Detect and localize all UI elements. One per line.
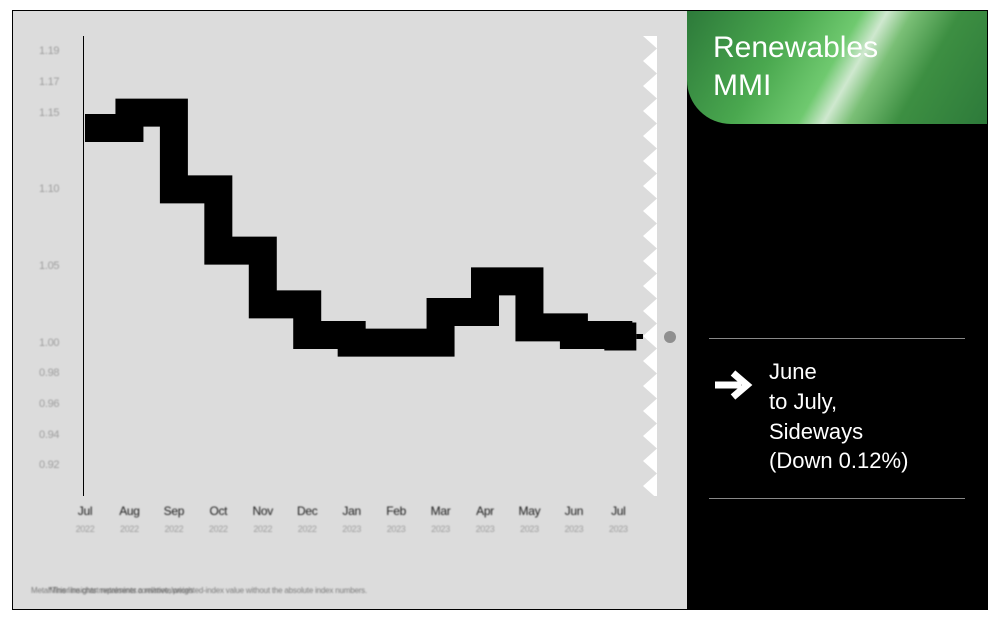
chart-frame: 0.92 0.94 0.96 0.98 1.00 1.05 1.10 1.15 1.17 1.19… xyxy=(12,10,988,610)
y-tick-label: 1.05 xyxy=(39,260,59,272)
callout-line-3: (Down 0.12%) xyxy=(769,448,908,473)
y-tick-label: 1.17 xyxy=(39,76,59,88)
trend-text: June to July, Sideways (Down 0.12%) xyxy=(769,357,908,476)
x-tick-label: Feb xyxy=(386,504,406,518)
callout-line-0: June xyxy=(769,359,817,384)
info-panel: Renewables MMI June to July, Sideways (D… xyxy=(687,11,987,609)
x-tick-label: Apr xyxy=(476,504,494,518)
y-tick-label: 0.98 xyxy=(39,367,59,379)
y-tick-label: 0.96 xyxy=(39,398,59,410)
title-line1: Renewables xyxy=(713,31,878,64)
y-tick-label: 0.92 xyxy=(39,459,59,471)
x-tick-year: 2022 xyxy=(76,524,95,534)
x-tick-year: 2023 xyxy=(387,524,406,534)
step-line-series xyxy=(83,36,643,496)
y-tick-label: 1.15 xyxy=(39,107,59,119)
x-tick-label: Jun xyxy=(565,504,583,518)
x-tick-year: 2022 xyxy=(253,524,272,534)
x-tick-label: Jul xyxy=(78,504,92,518)
arrow-right-icon xyxy=(711,363,755,407)
x-tick-year: 2022 xyxy=(298,524,317,534)
x-tick-year: 2023 xyxy=(520,524,539,534)
x-tick-label: Sep xyxy=(164,504,184,518)
trend-callout: June to July, Sideways (Down 0.12%) xyxy=(709,338,965,499)
plot-area: 0.920.940.960.981.001.051.101.151.171.19… xyxy=(83,36,643,496)
x-tick-year: 2023 xyxy=(431,524,450,534)
x-tick-label: Oct xyxy=(209,504,227,518)
series-end-marker xyxy=(664,331,676,343)
x-tick-label: Aug xyxy=(119,504,139,518)
x-tick-year: 2023 xyxy=(609,524,628,534)
x-tick-year: 2022 xyxy=(164,524,183,534)
y-tick-label: 1.00 xyxy=(39,337,59,349)
x-tick-label: Nov xyxy=(253,504,273,518)
title-badge: Renewables MMI xyxy=(687,11,987,124)
footnote-right: *This line chart represents a relative, … xyxy=(49,586,367,595)
x-tick-label: Mar xyxy=(431,504,451,518)
y-tick-label: 0.94 xyxy=(39,429,59,441)
x-tick-year: 2022 xyxy=(209,524,228,534)
x-tick-label: May xyxy=(519,504,541,518)
torn-edge xyxy=(643,36,657,496)
title-line2: MMI xyxy=(713,69,771,102)
x-tick-year: 2023 xyxy=(564,524,583,534)
y-tick-label: 1.10 xyxy=(39,183,59,195)
x-tick-year: 2022 xyxy=(120,524,139,534)
y-tick-label: 1.19 xyxy=(39,45,59,57)
callout-line-2: Sideways xyxy=(769,419,863,444)
chart-panel: 0.92 0.94 0.96 0.98 1.00 1.05 1.10 1.15 1.17 1.19… xyxy=(13,11,687,609)
x-tick-label: Dec xyxy=(297,504,317,518)
x-tick-label: Jul xyxy=(611,504,625,518)
x-tick-year: 2023 xyxy=(476,524,495,534)
x-tick-year: 2023 xyxy=(342,524,361,534)
callout-line-1: to July, xyxy=(769,389,837,414)
x-tick-label: Jan xyxy=(342,504,360,518)
